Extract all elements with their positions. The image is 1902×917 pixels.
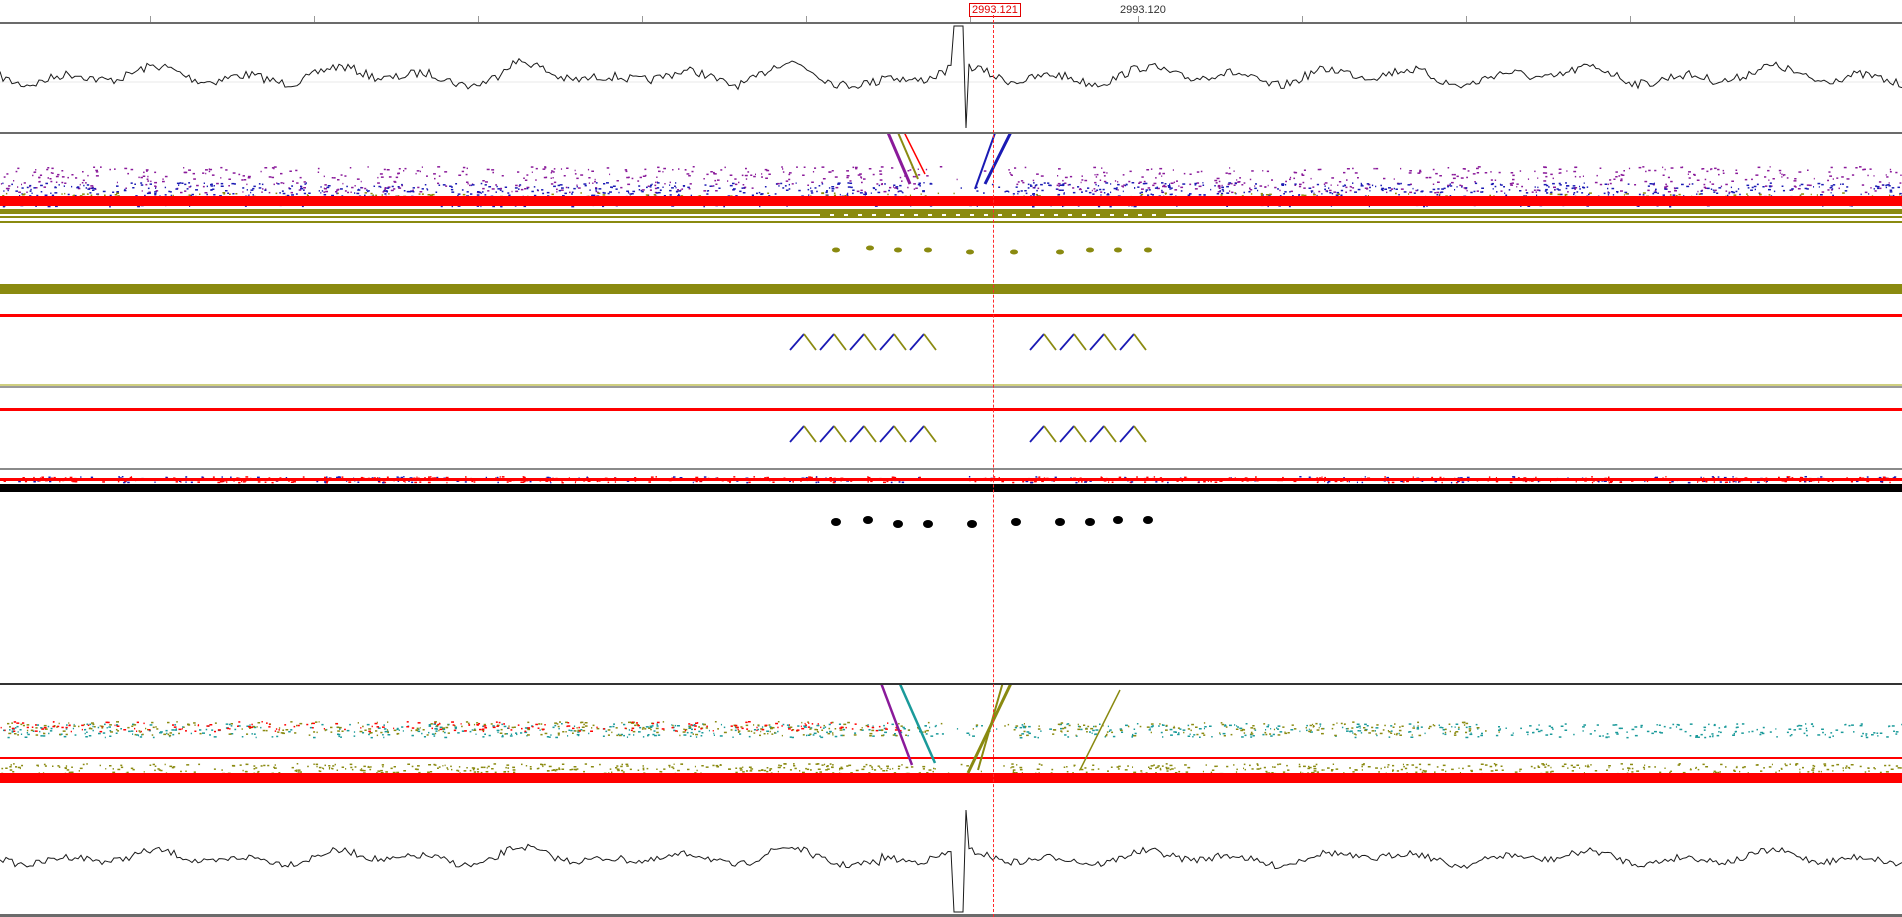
chirp-stroke bbox=[977, 685, 1004, 771]
spectral-plot-lower bbox=[0, 685, 1902, 783]
pane-separator bbox=[0, 914, 1902, 917]
spectral-plot-upper bbox=[0, 134, 1902, 443]
red-band bbox=[0, 773, 1902, 783]
red-line bbox=[0, 478, 1902, 481]
waveform-trace bbox=[0, 25, 1902, 129]
pane-separator bbox=[0, 132, 1902, 134]
olive-blob bbox=[1114, 247, 1122, 253]
olive-blob bbox=[924, 247, 932, 253]
red-band bbox=[0, 196, 1902, 206]
red-line bbox=[0, 408, 1902, 411]
chirp-stroke bbox=[880, 685, 914, 766]
pane-separator bbox=[0, 683, 1902, 685]
chirp-stroke bbox=[966, 685, 1012, 774]
olive-blob bbox=[1056, 249, 1064, 255]
ruler-tick bbox=[970, 16, 971, 22]
cursor-time-label[interactable]: 2993.121 bbox=[969, 3, 1021, 17]
band-pane-2[interactable] bbox=[0, 470, 1902, 684]
waveform-bottom-plot bbox=[0, 809, 1902, 913]
red-line bbox=[0, 314, 1902, 317]
band-plot-2 bbox=[0, 476, 1902, 528]
ruler-tick bbox=[1138, 16, 1139, 22]
olive-blob bbox=[1010, 249, 1018, 255]
ruler-tick bbox=[642, 16, 643, 22]
black-band bbox=[0, 484, 1902, 492]
chirp-stroke bbox=[983, 134, 1012, 185]
pane-separator bbox=[0, 22, 1902, 24]
olive-band bbox=[0, 284, 1902, 294]
spectral-pane-upper[interactable] bbox=[0, 134, 1902, 470]
gray-line bbox=[0, 386, 1902, 388]
sawtooth-row bbox=[789, 333, 1147, 351]
waveform-top-plot bbox=[0, 25, 1902, 129]
ruler-tick bbox=[314, 16, 315, 22]
chirp-stroke bbox=[886, 134, 912, 185]
ruler-tick bbox=[1630, 16, 1631, 22]
ruler-tick bbox=[1302, 16, 1303, 22]
chirp-stroke bbox=[904, 134, 926, 175]
olive-line bbox=[0, 216, 1902, 218]
olive-dotted-line bbox=[0, 384, 1902, 387]
olive-blob bbox=[1086, 247, 1094, 253]
chirp-stroke bbox=[1079, 689, 1121, 771]
waveform-top-pane[interactable] bbox=[0, 24, 1902, 132]
chirp-stroke bbox=[897, 134, 919, 180]
olive-blob bbox=[866, 245, 874, 251]
waveform-bottom-pane[interactable] bbox=[0, 808, 1902, 915]
red-scatter bbox=[0, 721, 902, 733]
pane-separator bbox=[0, 468, 1902, 470]
sawtooth-row bbox=[789, 425, 1147, 443]
chirp-stroke bbox=[974, 134, 996, 190]
time-ruler[interactable]: 2993.120 2993.121 bbox=[0, 0, 1902, 22]
olive-blob bbox=[966, 249, 974, 255]
red-line bbox=[0, 757, 1902, 759]
teal-scatter bbox=[3, 723, 1902, 739]
ruler-tick bbox=[1466, 16, 1467, 22]
black-blob-row bbox=[831, 516, 1153, 528]
purple-scatter bbox=[0, 166, 1902, 194]
olive-blob bbox=[832, 247, 840, 253]
ruler-tick bbox=[1794, 16, 1795, 22]
spectral-pane-lower[interactable] bbox=[0, 685, 1902, 809]
olive-dash-row bbox=[820, 211, 1166, 216]
chirp-stroke bbox=[899, 685, 937, 764]
olive-blob bbox=[894, 247, 902, 253]
ruler-tick bbox=[806, 16, 807, 22]
olive-blob bbox=[1144, 247, 1152, 253]
olive-scatter bbox=[7, 721, 1500, 737]
ruler-tick bbox=[478, 16, 479, 22]
olive-line bbox=[0, 221, 1902, 223]
ruler-time-label: 2993.120 bbox=[1120, 4, 1166, 16]
ruler-tick bbox=[150, 16, 151, 22]
waveform-trace bbox=[0, 809, 1902, 913]
